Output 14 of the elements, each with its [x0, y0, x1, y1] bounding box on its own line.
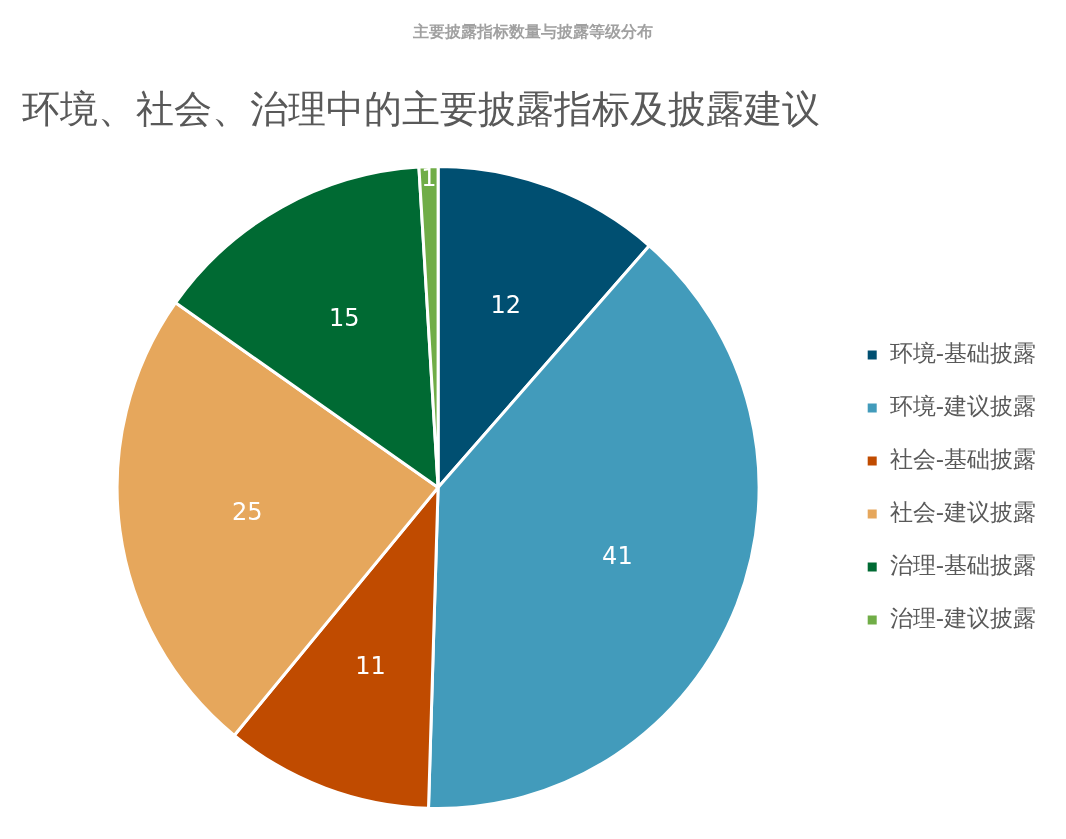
chart-title: 主要披露指标数量与披露等级分布 [412, 22, 654, 43]
data-label: 41 [602, 542, 633, 571]
legend-label: 治理-基础披露 [889, 551, 1037, 578]
legend-label: 环境-基础披露 [889, 339, 1037, 366]
legend-label: 环境-建议披露 [889, 392, 1037, 419]
legend-label: 社会-基础披露 [889, 445, 1037, 472]
chart-subtitle: 环境、社会、治理中的主要披露指标及披露建议 [22, 86, 820, 133]
legend-label: 治理-建议披露 [889, 604, 1037, 631]
data-label: 11 [355, 652, 386, 681]
data-label: 1 [421, 163, 437, 192]
data-label: 25 [231, 497, 263, 526]
data-label: 12 [490, 291, 522, 320]
legend-label: 社会-建议披露 [889, 498, 1037, 525]
data-label: 15 [329, 303, 360, 332]
